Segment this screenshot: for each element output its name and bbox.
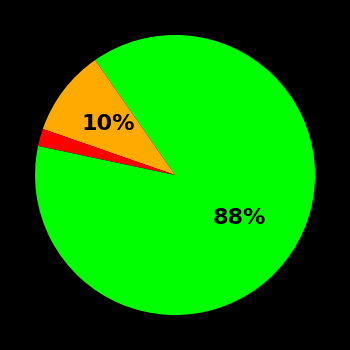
Text: 88%: 88% bbox=[212, 208, 266, 228]
Wedge shape bbox=[43, 60, 175, 175]
Wedge shape bbox=[35, 35, 315, 315]
Wedge shape bbox=[38, 129, 175, 175]
Text: 10%: 10% bbox=[81, 114, 135, 134]
